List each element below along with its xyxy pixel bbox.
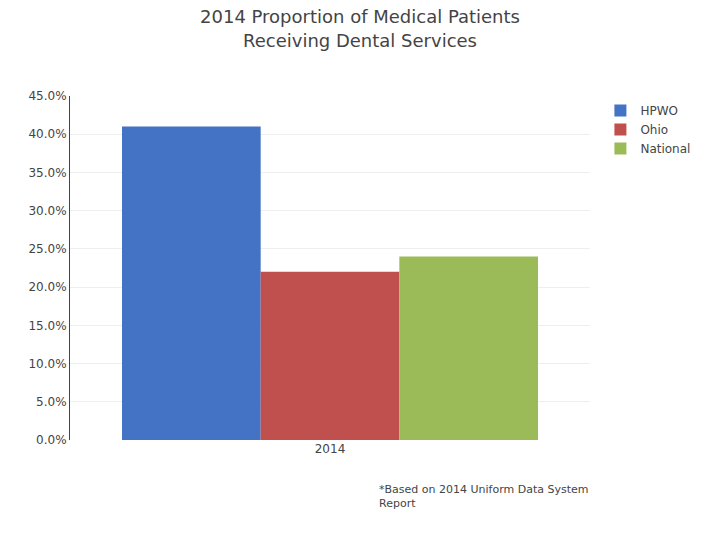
- svg-text:National: National: [640, 142, 690, 156]
- svg-text:Ohio: Ohio: [640, 123, 668, 137]
- svg-text:15.0%: 15.0%: [28, 319, 66, 333]
- svg-text:10.0%: 10.0%: [28, 357, 66, 371]
- svg-text:35.0%: 35.0%: [28, 166, 66, 180]
- svg-text:30.0%: 30.0%: [28, 204, 66, 218]
- svg-text:45.0%: 45.0%: [28, 89, 66, 103]
- svg-text:2014 Proportion of Medical Pat: 2014 Proportion of Medical PatientsRecei…: [200, 6, 520, 50]
- svg-text:20.0%: 20.0%: [28, 280, 66, 294]
- svg-text:25.0%: 25.0%: [28, 242, 66, 256]
- svg-text:5.0%: 5.0%: [36, 395, 67, 409]
- svg-text:40.0%: 40.0%: [28, 127, 66, 141]
- svg-text:2014: 2014: [315, 442, 346, 456]
- svg-text:HPWO: HPWO: [640, 104, 678, 118]
- svg-text:*Based on 2014 Uniform Data Sy: *Based on 2014 Uniform Data SystemReport: [379, 483, 588, 510]
- svg-text:0.0%: 0.0%: [36, 433, 67, 447]
